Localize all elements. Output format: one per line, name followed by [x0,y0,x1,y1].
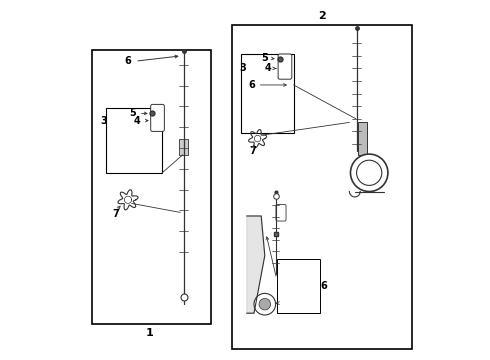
Bar [277,259,320,313]
Circle shape [357,160,382,185]
Bar [92,50,211,324]
Text: 5: 5 [129,108,136,118]
Circle shape [350,154,388,192]
Polygon shape [247,216,265,313]
FancyBboxPatch shape [151,104,164,131]
Text: 7: 7 [249,146,256,156]
Circle shape [259,298,270,310]
Text: 3: 3 [100,116,107,126]
Text: 6: 6 [320,281,327,291]
Bar [179,139,188,155]
Text: 5: 5 [261,53,268,63]
Text: 3: 3 [240,63,246,73]
Circle shape [254,293,275,315]
Text: 4: 4 [265,63,271,73]
Bar [232,25,413,349]
Bar [106,108,162,173]
Text: 6: 6 [124,56,131,66]
FancyBboxPatch shape [276,204,286,221]
Bar [242,54,294,133]
FancyBboxPatch shape [278,54,292,79]
Text: 7: 7 [113,209,120,219]
Text: 4: 4 [134,116,140,126]
Text: 2: 2 [318,11,326,21]
Text: 6: 6 [248,80,255,90]
Bar [358,122,368,155]
Text: 1: 1 [146,328,153,338]
